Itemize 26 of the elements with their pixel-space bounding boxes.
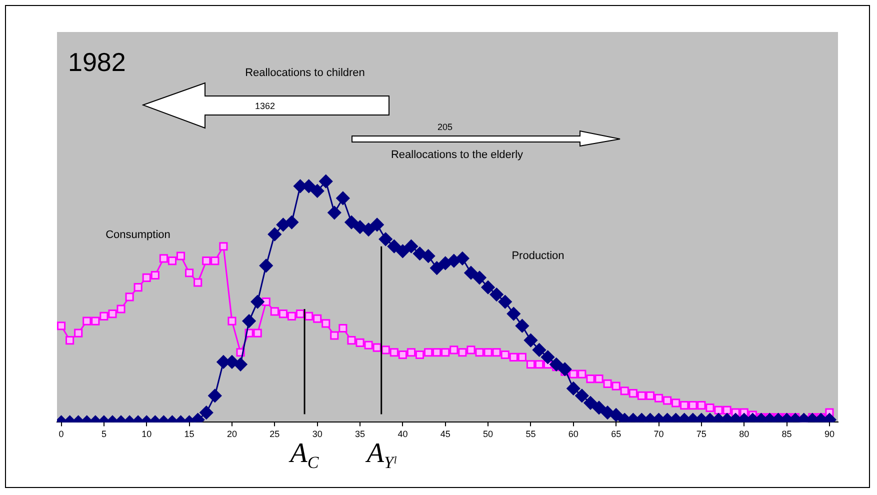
x-tick-label: 15	[184, 429, 194, 440]
x-tick-label: 40	[398, 429, 408, 440]
x-tick-label: 45	[440, 429, 450, 440]
x-tick-label: 25	[270, 429, 280, 440]
x-tick-label: 5	[101, 429, 106, 440]
x-tick-label: 55	[526, 429, 536, 440]
x-tick-label: 65	[611, 429, 622, 440]
x-tick-label: 20	[226, 429, 237, 440]
x-tick-label: 90	[824, 429, 834, 440]
text: 1982	[68, 47, 126, 77]
x-tick-label: 85	[782, 429, 792, 440]
series-label: Consumption	[104, 229, 172, 241]
x-tick-label: 75	[696, 429, 706, 440]
text: Reallocations to the elderly	[390, 149, 524, 162]
x-tick-label: 10	[142, 429, 152, 440]
x-tick-label: 70	[654, 429, 664, 440]
text: Reallocations to children	[244, 67, 366, 80]
text: 205	[436, 122, 454, 133]
x-tick-label: 30	[312, 429, 322, 440]
x-tick-label: 35	[355, 429, 366, 440]
text: 1362	[254, 101, 276, 112]
x-tick-label: 60	[568, 429, 578, 440]
x-tick-label: 0	[58, 429, 64, 440]
text: Production	[510, 250, 566, 262]
x-tick-label: 50	[483, 429, 494, 440]
x-tick-label: 80	[739, 429, 750, 440]
